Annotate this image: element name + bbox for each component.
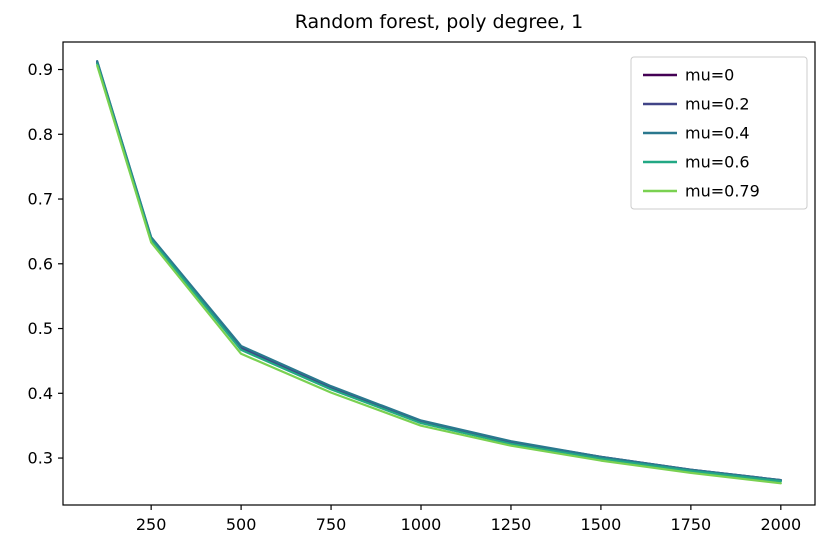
legend-label: mu=0.79 — [685, 182, 760, 201]
legend-label: mu=0.2 — [685, 95, 750, 114]
series-line-mu=0.6 — [96, 62, 782, 483]
x-tick-label: 500 — [226, 515, 257, 534]
legend-label: mu=0.6 — [685, 153, 750, 172]
x-tick-label: 2000 — [760, 515, 801, 534]
series-line-mu=0.4 — [96, 59, 782, 482]
x-tick-label: 750 — [316, 515, 347, 534]
x-tick-label: 1250 — [491, 515, 532, 534]
y-tick-label: 0.4 — [28, 384, 53, 403]
x-tick-label: 1500 — [581, 515, 622, 534]
chart-title: Random forest, poly degree, 1 — [295, 11, 584, 33]
legend-label: mu=0.4 — [685, 124, 750, 143]
series-line-mu=0.79 — [96, 64, 782, 485]
y-tick-label: 0.3 — [28, 449, 53, 468]
y-tick-label: 0.6 — [28, 254, 53, 273]
y-tick-label: 0.8 — [28, 125, 53, 144]
y-tick-label: 0.5 — [28, 319, 53, 338]
x-tick-label: 1750 — [671, 515, 712, 534]
x-tick-label: 1000 — [401, 515, 442, 534]
y-tick-label: 0.9 — [28, 60, 53, 79]
y-tick-label: 0.7 — [28, 190, 53, 209]
legend-label: mu=0 — [685, 66, 734, 85]
legend-box — [630, 56, 808, 210]
x-tick-label: 250 — [136, 515, 167, 534]
